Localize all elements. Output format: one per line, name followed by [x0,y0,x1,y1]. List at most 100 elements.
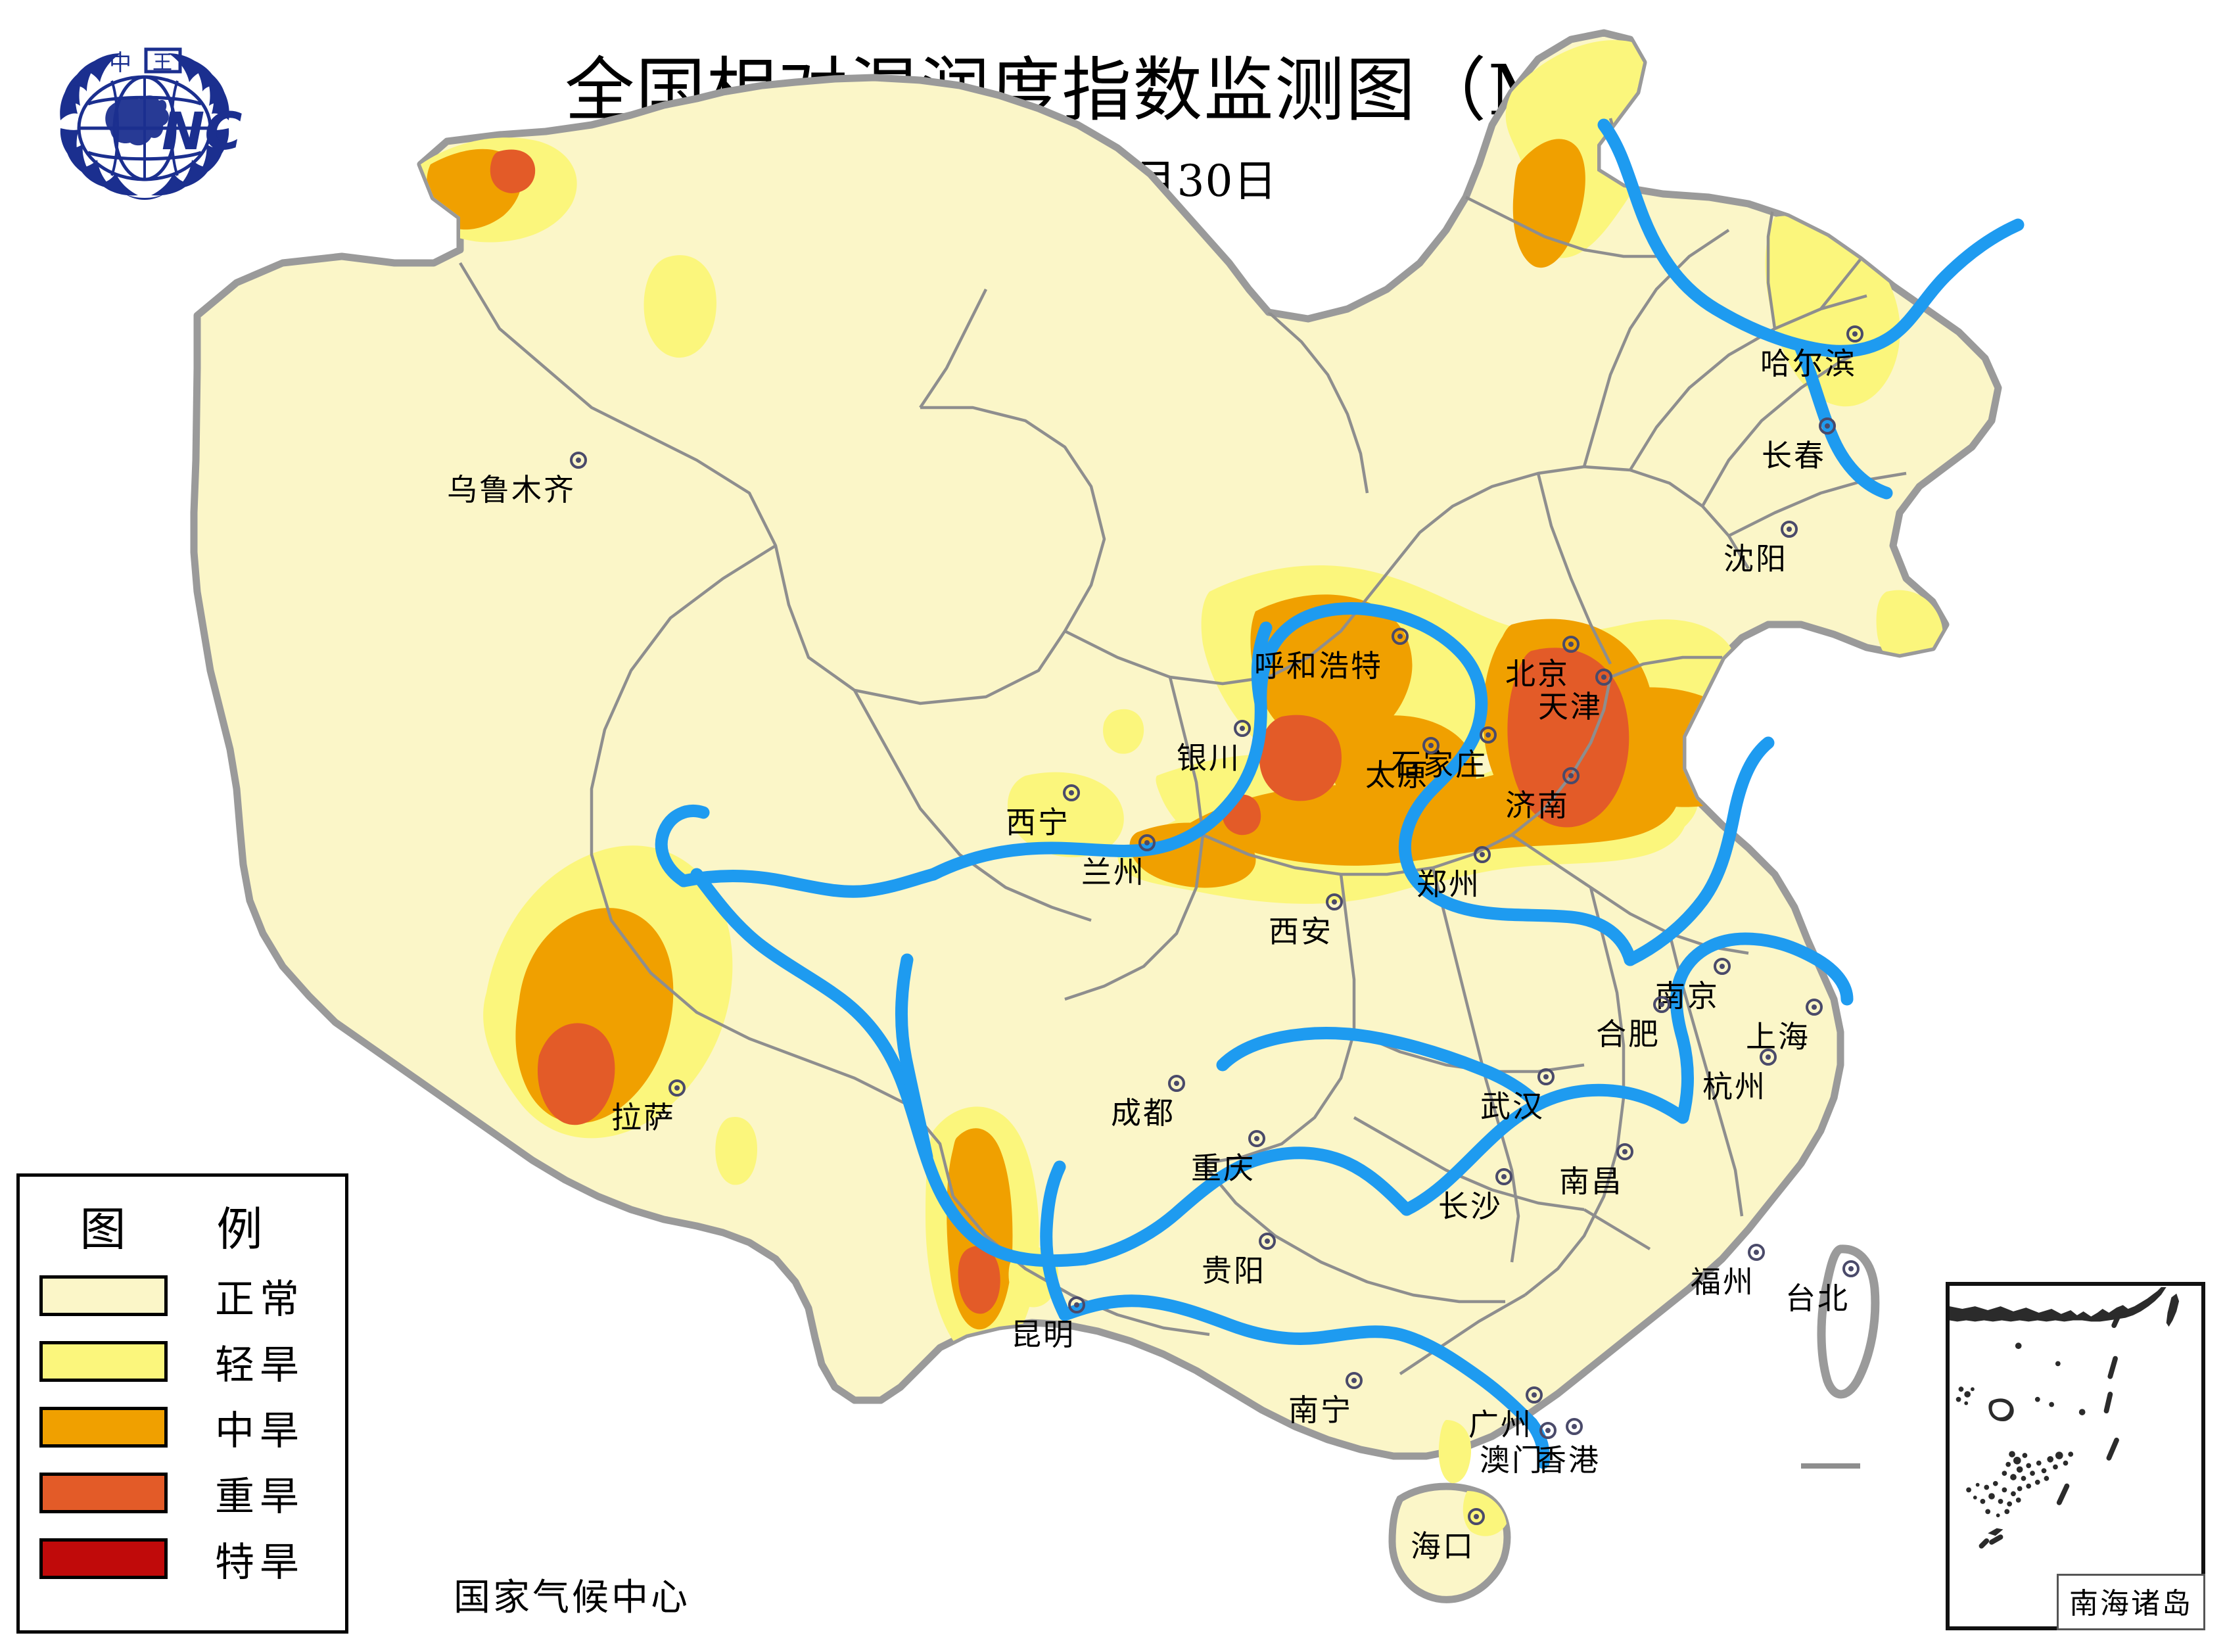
city-label: 呼和浩特 [1254,648,1383,684]
city-label: 重庆 [1191,1150,1255,1186]
city-label: 郑州 [1417,866,1481,902]
city-marker [1781,521,1798,538]
logo-zhongguo-text: 中 [109,50,131,76]
city-label: 银川 [1177,740,1241,776]
city-marker [1616,1143,1633,1160]
legend-swatch-light-drought [39,1341,168,1382]
legend-swatch-extreme-drought [39,1538,168,1579]
city-label: 济南 [1505,788,1570,823]
city-marker [1168,1075,1185,1092]
yunnan-severe-drought [958,1246,1000,1314]
yangtze-west [1216,1026,1387,1072]
city-label: 香港 [1536,1442,1601,1478]
yangtze-lower [1670,932,1854,1124]
nc-moderate-shanxi [1331,715,1476,831]
south-sea-inset: 南海诸岛 [1946,1282,2205,1630]
city-label: 北京 [1505,656,1570,692]
legend-label-normal: 正常 [215,1276,304,1323]
city-marker [1562,767,1580,784]
city-label: 长春 [1762,438,1826,473]
tibet-severe-drought [537,1023,615,1125]
city-marker [1068,1296,1085,1313]
taiwan-island [1817,1244,1880,1399]
legend-box: 图 例 正常 轻旱 中旱 重旱 特旱 [16,1173,348,1634]
city-label: 西安 [1269,914,1333,949]
yellow-river-ningxia-loop [1251,621,1273,710]
city-marker [1819,417,1836,435]
legend-swatch-normal [39,1275,168,1316]
svg-text:王: 王 [152,51,172,74]
ne-moderate-drought-2 [1741,37,1783,85]
nc-moderate-gansu [1129,822,1256,888]
city-label: 贵阳 [1202,1253,1266,1288]
logo-ncc-text: NCC [162,103,243,162]
city-label: 上海 [1746,1019,1810,1054]
pearl-river-branch [1040,1160,1071,1321]
city-marker [1760,1049,1777,1066]
china-landmass-normal [190,29,2002,1460]
legend-row: 正常 [20,1267,345,1325]
leizhou-light-drought [1438,1420,1472,1484]
lancang-river [895,953,933,1164]
city-marker [1714,958,1731,975]
yellow-river-shandong [1624,736,1775,966]
city-marker [1595,669,1612,686]
city-label: 长沙 [1438,1189,1503,1224]
city-marker [1537,1068,1555,1085]
city-marker [1422,737,1440,754]
city-marker [668,1079,686,1097]
city-marker [1562,636,1580,653]
rivers [655,118,2025,1469]
legend-label-severe-drought: 重旱 [215,1473,304,1520]
tibet-light-drought-2 [715,1116,757,1185]
city-marker [1539,1422,1557,1439]
legend-label-extreme-drought: 特旱 [215,1539,304,1586]
inset-label: 南海诸岛 [2057,1574,2205,1630]
city-marker [1468,1508,1485,1525]
city-marker [1480,726,1497,743]
city-label: 海口 [1411,1528,1475,1564]
city-label: 昆明 [1011,1317,1075,1352]
city-marker [1526,1386,1543,1404]
city-marker [1474,846,1491,863]
city-label: 兰州 [1081,855,1146,890]
nw-light-drought-2 [644,255,716,358]
city-label: 沈阳 [1723,541,1788,577]
city-marker [1846,325,1863,342]
city-label: 合肥 [1596,1016,1660,1052]
yangtze-river [690,868,1091,1267]
city-marker [1138,834,1156,851]
city-label: 拉萨 [611,1100,676,1135]
province-borders [459,118,1907,1375]
city-marker [570,452,587,469]
city-marker [1234,720,1251,737]
source-attribution: 国家气候中心 [454,1576,690,1619]
pearl-river [1058,1294,1538,1430]
ne-moderate-drought-1 [1512,139,1585,268]
city-marker [1248,1130,1265,1147]
city-marker [1842,1260,1860,1277]
pearl-river-delta [1525,1417,1550,1469]
city-marker [1495,1168,1512,1185]
legend-swatch-severe-drought [39,1473,168,1513]
songhua-river [1794,342,1893,500]
city-label: 成都 [1111,1095,1175,1131]
yellow-river [927,602,1637,966]
city-marker [1806,999,1823,1016]
city-label: 南宁 [1288,1392,1353,1428]
nc-severe-ningxia [1259,715,1342,801]
yangtze-han [1374,1032,1545,1111]
city-label: 西宁 [1006,805,1070,840]
city-marker [1748,1244,1765,1261]
ncc-logo: NCC 中 王 [46,30,243,210]
legend-row: 中旱 [20,1398,345,1456]
city-label: 天津 [1538,689,1603,724]
legend-row: 重旱 [20,1464,345,1522]
city-label: 杭州 [1702,1069,1767,1104]
city-label: 澳门 [1480,1442,1544,1478]
city-marker [1326,893,1343,910]
nw-severe-drought [490,149,536,193]
city-marker [1653,996,1670,1013]
